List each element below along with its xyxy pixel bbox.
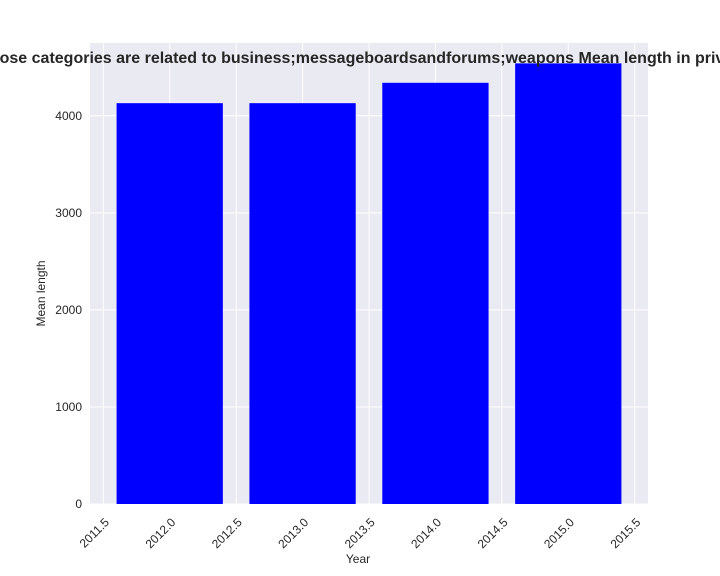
y-axis-label: Mean length [34, 260, 48, 326]
y-tick-labels: 0 1000 2000 3000 4000 [55, 109, 82, 511]
x-axis-label: Year [346, 552, 370, 566]
bar-2012 [116, 103, 223, 504]
x-tick-label: 2014.0 [408, 515, 444, 551]
x-tick-label: 2015.0 [541, 515, 577, 551]
y-tick-label: 0 [75, 497, 82, 511]
x-tick-label: 2011.5 [77, 515, 112, 550]
x-tick-label: 2013.0 [275, 515, 311, 551]
bar-2015 [515, 63, 622, 505]
y-tick-label: 1000 [55, 400, 82, 414]
bar-2013 [249, 103, 356, 504]
bar-2014 [382, 82, 489, 505]
y-tick-label: 2000 [55, 303, 82, 317]
x-tick-label: 2012.0 [143, 515, 179, 551]
x-tick-label: 2014.5 [475, 515, 511, 551]
x-tick-label: 2015.5 [608, 515, 644, 551]
chart-title: Websites whose categories are related to… [0, 50, 720, 67]
x-tick-labels: 2011.5 2012.0 2012.5 2013.0 2013.5 2014.0 2014… [77, 515, 644, 551]
x-tick-label: 2013.5 [342, 515, 378, 551]
bars [116, 63, 622, 505]
y-tick-label: 3000 [55, 206, 82, 220]
x-tick-label: 2012.5 [209, 515, 245, 551]
y-tick-label: 4000 [55, 109, 82, 123]
